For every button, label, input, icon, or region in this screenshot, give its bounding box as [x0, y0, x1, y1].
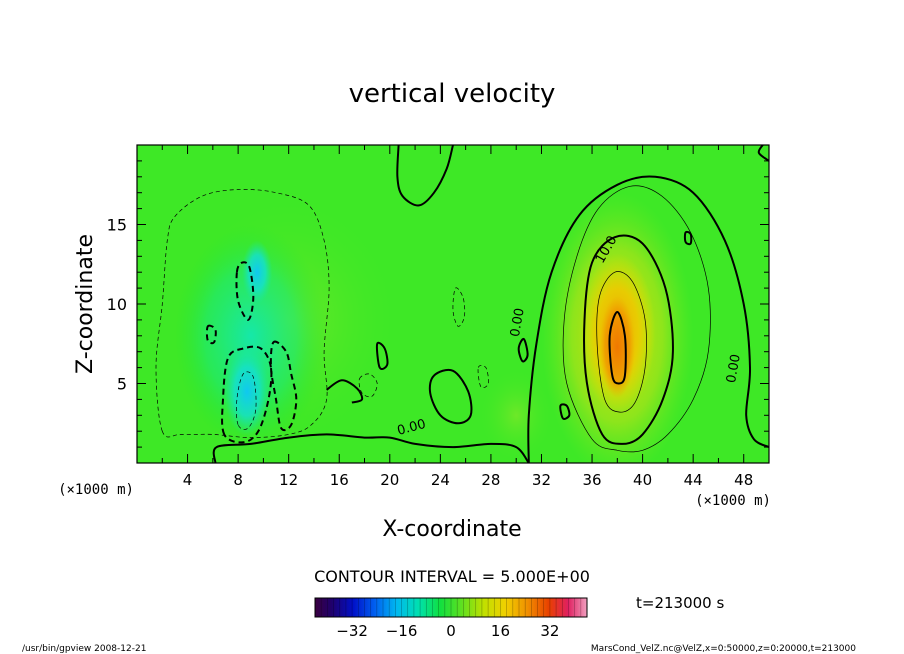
x-tick-label: 32	[532, 471, 551, 489]
colorbar-fill	[315, 598, 587, 617]
time-label: t=213000 s	[636, 594, 724, 612]
x-tick-label: 28	[481, 471, 500, 489]
contour-interval-text: CONTOUR INTERVAL = 5.000E+00	[314, 567, 590, 586]
x-tick-label: 16	[330, 471, 349, 489]
contour-zero-loop-d	[517, 337, 529, 363]
footer-left: /usr/bin/gpview 2008-12-21	[22, 644, 146, 654]
contour-lines	[155, 145, 769, 463]
contour-15	[596, 271, 647, 413]
colorbar-tick-label: 32	[540, 622, 559, 640]
contour-neg5-b	[358, 373, 378, 398]
chart-title: vertical velocity	[349, 79, 556, 109]
contour-neg5	[155, 189, 330, 438]
colorbar-tick-label: 0	[446, 622, 456, 640]
x-axis-ticks: 4 8 12 16 20 24 28 32 36 40 44 48	[136, 145, 770, 489]
y-tick-label: 10	[107, 295, 127, 314]
contour-zero-right	[527, 175, 769, 463]
colorbar-tick-label: −32	[336, 622, 368, 640]
contour-zero-loop-b	[375, 341, 389, 370]
contour-label: 0.00	[508, 307, 528, 338]
velocity-blob-3	[241, 240, 273, 304]
contour-zero-corner	[757, 145, 769, 162]
y-tick-label: 5	[117, 375, 127, 394]
colorbar-frame	[314, 597, 588, 618]
contour-neg10-right	[269, 340, 298, 432]
x-tick-label: 48	[734, 471, 753, 489]
velocity-field	[174, 192, 694, 463]
contour-label: 0.00	[396, 417, 428, 439]
plot-area: 10.00.000.000.00 4 8 12 16 20 24 28 32 36 40 44 48 …	[107, 144, 770, 489]
colorbar: −32 −16 0 16 32	[314, 597, 588, 640]
x-axis-unit: (×1000 m)	[695, 493, 771, 509]
y-axis-unit: (×1000 m)	[58, 482, 134, 498]
contour-neg10	[221, 345, 273, 444]
x-tick-label: 20	[380, 471, 399, 489]
x-tick-label: 36	[582, 471, 601, 489]
contour-label: 0.00	[724, 353, 744, 384]
contour-zero-loop-f	[683, 230, 693, 246]
contour-neg15	[236, 371, 257, 430]
x-tick-label: 8	[233, 471, 243, 489]
x-tick-label: 24	[431, 471, 450, 489]
footer-right: MarsCond_VelZ.nc@VelZ,x=0:50000,z=0:2000…	[591, 644, 856, 654]
x-axis-label: X-coordinate	[382, 517, 521, 542]
colorbar-tick-label: −16	[386, 622, 418, 640]
x-tick-label: 12	[279, 471, 298, 489]
contour-neg10-small	[205, 324, 217, 345]
colorbar-tick-label: 16	[491, 622, 510, 640]
y-axis-label: Z-coordinate	[73, 234, 98, 374]
velocity-blob-2	[224, 346, 270, 436]
contour-zero-top	[396, 145, 454, 207]
contour-zero-loop-e	[559, 403, 571, 420]
contour-zero-loop-a	[428, 368, 473, 425]
x-tick-label: 40	[633, 471, 652, 489]
x-tick-label: 44	[684, 471, 703, 489]
contour-neg10-upper	[235, 261, 255, 321]
contour-neg5-mid	[452, 287, 466, 327]
velocity-blob-1	[174, 224, 327, 448]
contour-zero-bottom	[212, 433, 530, 463]
x-tick-label: 4	[183, 471, 193, 489]
y-tick-label: 15	[107, 216, 127, 235]
y-axis-ticks: 5 10 15	[107, 144, 769, 464]
velocity-blob-7	[478, 367, 555, 463]
contour-zero-c	[326, 379, 364, 404]
contour-10	[583, 234, 674, 445]
contour-20	[608, 311, 627, 385]
